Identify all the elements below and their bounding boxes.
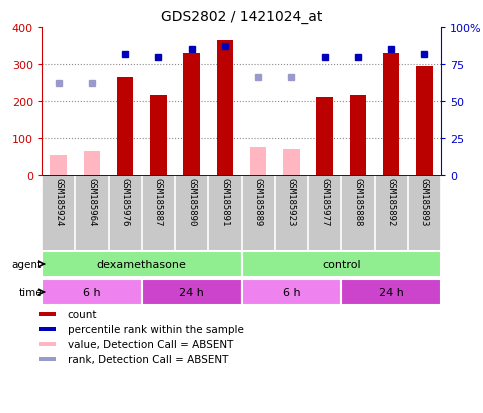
Bar [184,54,200,176]
Bar [50,155,67,176]
Bar [42,280,142,305]
Bar [283,150,299,176]
Bar [39,357,56,361]
Bar [142,280,242,305]
Bar [117,78,133,176]
Bar [39,312,56,316]
Text: GDS2802 / 1421024_at: GDS2802 / 1421024_at [161,10,322,24]
Bar [350,96,366,176]
Text: count: count [68,309,97,319]
Bar [42,252,242,277]
Bar [316,98,333,176]
Text: GSM185976: GSM185976 [121,178,129,226]
Text: GSM185892: GSM185892 [386,178,396,226]
Text: agent: agent [12,259,42,269]
Bar [383,54,399,176]
Bar [341,280,441,305]
Bar [150,96,167,176]
Text: time: time [18,287,42,297]
Text: 24 h: 24 h [379,287,404,297]
Text: value, Detection Call = ABSENT: value, Detection Call = ABSENT [68,339,233,349]
Bar [39,327,56,331]
Text: GSM185887: GSM185887 [154,178,163,226]
Text: GSM185889: GSM185889 [254,178,263,226]
Text: dexamethasone: dexamethasone [97,259,187,269]
Bar [242,280,341,305]
Text: GSM185888: GSM185888 [354,178,362,226]
Text: rank, Detection Call = ABSENT: rank, Detection Call = ABSENT [68,354,228,364]
Text: percentile rank within the sample: percentile rank within the sample [68,324,243,334]
Text: GSM185964: GSM185964 [87,178,97,226]
Text: GSM185977: GSM185977 [320,178,329,226]
Bar [84,152,100,176]
Text: GSM185924: GSM185924 [54,178,63,226]
Bar [39,342,56,346]
Text: 6 h: 6 h [83,287,100,297]
Text: GSM185893: GSM185893 [420,178,429,226]
Bar [250,148,267,176]
Text: control: control [322,259,361,269]
Bar [416,66,433,176]
Text: GSM185891: GSM185891 [220,178,229,226]
Bar [242,252,441,277]
Bar [216,41,233,176]
Text: GSM185923: GSM185923 [287,178,296,226]
Text: 24 h: 24 h [179,287,204,297]
Text: GSM185890: GSM185890 [187,178,196,226]
Text: 6 h: 6 h [283,287,300,297]
